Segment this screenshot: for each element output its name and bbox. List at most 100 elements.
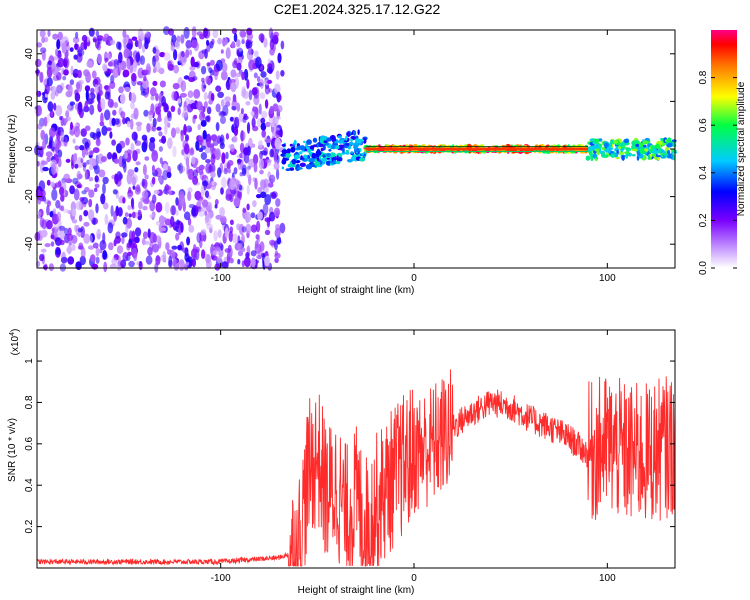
heatmap-cell (47, 60, 53, 66)
heatmap-cell (51, 188, 58, 201)
heatmap-cell (671, 139, 677, 142)
heatmap-cell (274, 240, 278, 251)
heatmap-cell (191, 258, 196, 268)
heatmap-cell (595, 143, 599, 149)
heatmap-cell (77, 69, 82, 79)
heatmap-cell (210, 92, 215, 102)
heatmap-cell (42, 196, 47, 202)
heatmap-cell (346, 131, 351, 137)
heatmap-cell (214, 246, 221, 252)
heatmap-cell (203, 92, 208, 101)
heatmap-cell (46, 220, 53, 230)
heatmap-cell (144, 174, 149, 180)
heatmap-cell (135, 184, 141, 193)
heatmap-cell (212, 29, 219, 39)
heatmap-cell (226, 162, 231, 170)
spectrogram-xlabel: Height of straight line (km) (298, 285, 415, 296)
snr-ylabel: SNR (10 * v/v) (7, 418, 18, 482)
heatmap-cell (92, 147, 100, 154)
heatmap-cell (117, 207, 123, 217)
heatmap-cell (122, 216, 128, 225)
heatmap-cell (212, 139, 219, 146)
heatmap-cell (189, 65, 196, 71)
heatmap-cell (188, 49, 193, 56)
heatmap-cell (40, 129, 46, 141)
x-tick-label: 0 (411, 273, 417, 284)
heatmap-cell (320, 157, 328, 163)
heatmap-cell (122, 117, 126, 125)
heatmap-cell (142, 205, 148, 211)
heatmap-cell (354, 135, 359, 140)
heatmap-cell (260, 71, 267, 78)
heatmap-cell (251, 257, 256, 268)
heatmap-cell (286, 148, 291, 155)
heatmap-cell (206, 77, 212, 86)
heatmap-cell (245, 252, 250, 259)
heatmap-cell (229, 257, 234, 264)
heatmap-cell (60, 194, 65, 202)
heatmap-cell (89, 131, 96, 139)
heatmap-cell (67, 256, 75, 265)
heatmap-cell (93, 187, 98, 192)
heatmap-cell (257, 187, 263, 194)
heatmap-cell (168, 189, 172, 196)
heatmap-cell (46, 156, 51, 163)
heatmap-cell (173, 64, 180, 74)
heatmap-cell (349, 141, 354, 146)
heatmap-cell (83, 39, 88, 51)
heatmap-cell (156, 117, 162, 123)
heatmap-cell (265, 159, 272, 164)
heatmap-cell (93, 165, 98, 170)
spectrogram-cells (34, 26, 678, 273)
heatmap-cell (78, 242, 84, 250)
heatmap-cell (220, 215, 227, 225)
heatmap-cell (229, 219, 234, 226)
heatmap-cell (242, 90, 250, 100)
heatmap-cell (217, 91, 225, 99)
heatmap-cell (239, 29, 247, 38)
heatmap-cell (98, 83, 103, 93)
heatmap-cell (54, 90, 59, 97)
heatmap-cell (303, 140, 306, 144)
heatmap-cell (105, 72, 110, 78)
heatmap-cell (350, 156, 357, 162)
y-tick-label: 0.2 (24, 519, 35, 533)
heatmap-cell (161, 135, 167, 144)
heatmap-cell (89, 104, 95, 116)
heatmap-cell (639, 148, 646, 155)
heatmap-cell (40, 229, 48, 238)
heatmap-cell (200, 229, 207, 236)
heatmap-cell (126, 58, 131, 70)
heatmap-cell (88, 189, 95, 198)
heatmap-cell (162, 251, 166, 261)
heatmap-cell (285, 168, 291, 172)
heatmap-cell (120, 93, 126, 105)
heatmap-cell (137, 67, 145, 79)
heatmap-cell (74, 92, 81, 102)
heatmap-cell (233, 167, 238, 175)
heatmap-cell (220, 177, 227, 189)
heatmap-cell (252, 125, 259, 132)
heatmap-cell (46, 204, 50, 216)
heatmap-cell (258, 158, 264, 170)
heatmap-cell (200, 152, 208, 160)
y-tick-label: 0 (24, 146, 35, 152)
heatmap-cell (114, 173, 119, 185)
heatmap-cell (225, 151, 229, 160)
heatmap-cell (57, 31, 63, 41)
heatmap-cell (164, 201, 170, 214)
heatmap-cell (217, 167, 222, 178)
heatmap-cell (255, 56, 262, 69)
heatmap-cell (95, 138, 101, 147)
heatmap-cell (155, 220, 160, 226)
heatmap-cell (185, 156, 190, 167)
heatmap-cell (232, 60, 238, 69)
heatmap-cell (180, 222, 184, 233)
heatmap-cell (155, 106, 162, 115)
heatmap-cell (158, 215, 165, 225)
heatmap-cell (180, 130, 184, 142)
heatmap-cell (75, 201, 82, 211)
heatmap-cell (244, 256, 251, 268)
heatmap-cell (234, 116, 240, 129)
